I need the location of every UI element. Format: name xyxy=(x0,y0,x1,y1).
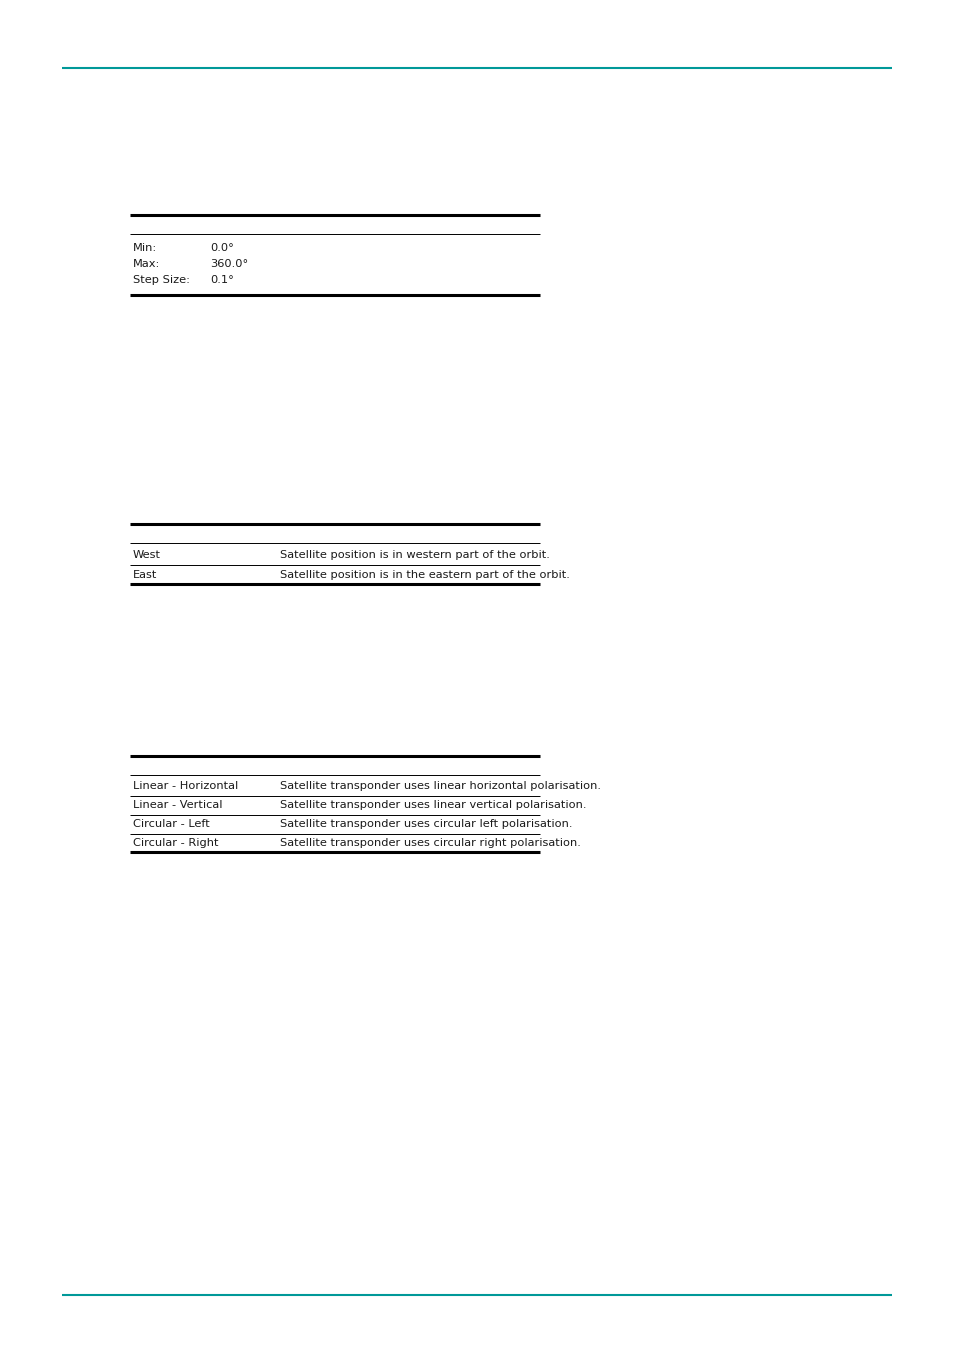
Text: 360.0°: 360.0° xyxy=(210,259,248,269)
Text: Linear - Vertical: Linear - Vertical xyxy=(132,800,222,811)
Text: Satellite transponder uses circular right polarisation.: Satellite transponder uses circular righ… xyxy=(280,838,580,848)
Text: Max:: Max: xyxy=(132,259,160,269)
Text: Min:: Min: xyxy=(132,243,157,253)
Text: 0.0°: 0.0° xyxy=(210,243,233,253)
Text: Satellite transponder uses linear horizontal polarisation.: Satellite transponder uses linear horizo… xyxy=(280,781,600,790)
Text: Satellite transponder uses circular left polarisation.: Satellite transponder uses circular left… xyxy=(280,819,572,830)
Text: Satellite position is in western part of the orbit.: Satellite position is in western part of… xyxy=(280,550,549,561)
Text: Circular - Right: Circular - Right xyxy=(132,838,218,848)
Text: West: West xyxy=(132,550,161,561)
Text: 0.1°: 0.1° xyxy=(210,276,233,285)
Text: Step Size:: Step Size: xyxy=(132,276,190,285)
Text: Satellite position is in the eastern part of the orbit.: Satellite position is in the eastern par… xyxy=(280,570,569,580)
Text: East: East xyxy=(132,570,157,580)
Text: Circular - Left: Circular - Left xyxy=(132,819,210,830)
Text: Satellite transponder uses linear vertical polarisation.: Satellite transponder uses linear vertic… xyxy=(280,800,586,811)
Text: Linear - Horizontal: Linear - Horizontal xyxy=(132,781,238,790)
